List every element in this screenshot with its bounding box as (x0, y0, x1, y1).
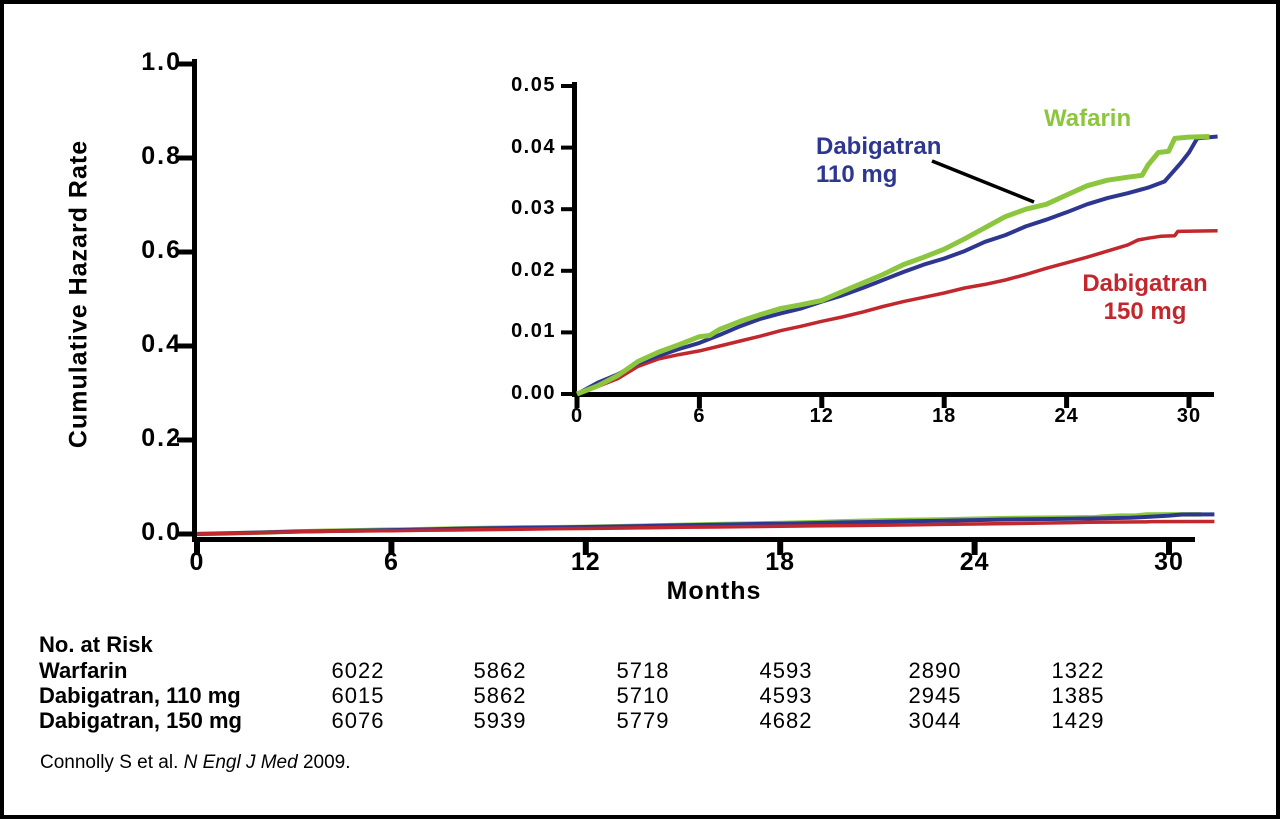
main-y-tick-label: 0.8 (141, 142, 182, 170)
risk-row-dabigatran-110: Dabigatran, 110 mg 6015 5862 5710 4593 2… (4, 683, 1276, 709)
callout-line (931, 159, 1035, 204)
risk-row-label: Warfarin (39, 658, 128, 683)
risk-value: 2945 (908, 683, 962, 708)
citation-year: 2009. (297, 752, 351, 773)
inset-curve-1 (576, 134, 1218, 396)
series-label-text: 150 mg (1103, 298, 1187, 325)
series-label-text: 110 mg (816, 161, 898, 188)
axes-lines (177, 59, 1214, 555)
risk-row-label: Dabigatran, 110 mg (39, 683, 241, 708)
main-y-tick-label: 0.0 (141, 518, 182, 546)
series-label-dabigatran-150: Dabigatran 150 mg (1058, 270, 1232, 326)
main-x-tick-label: 18 (765, 548, 796, 576)
series-label-text: Wafarin (1044, 105, 1132, 132)
risk-value: 4593 (759, 683, 813, 708)
risk-value: 6022 (331, 658, 385, 683)
risk-value: 5862 (473, 683, 527, 708)
risk-value: 5939 (473, 708, 527, 733)
main-x-tick-label: 6 (383, 548, 399, 576)
risk-value: 1429 (1051, 708, 1105, 733)
risk-value: 5710 (616, 683, 670, 708)
series-label-text: Dabigatran (1082, 270, 1208, 297)
risk-value: 6015 (331, 683, 385, 708)
inset-plot-curves (576, 134, 1218, 397)
main-x-tick-label: 30 (1154, 548, 1184, 576)
risk-value: 2890 (908, 658, 962, 683)
inset-y-tick-label: 0.00 (511, 382, 556, 404)
main-x-tick-label: 0 (189, 548, 205, 576)
tick-labels-layer: 1.0 0.8 0.6 0.4 0.2 0.0 0 6 12 18 24 30 0.05 0.04 0.03… (4, 4, 1276, 815)
chart-canvas (177, 59, 1218, 555)
series-label-text: Dabigatran (816, 133, 942, 160)
main-x-tick-label: 24 (959, 548, 990, 576)
main-y-tick-label: 0.6 (141, 236, 182, 264)
citation-authors: Connolly S et al. (40, 752, 184, 773)
inset-x-tick-label: 18 (932, 405, 957, 427)
risk-row-label: Dabigatran, 150 mg (39, 708, 242, 733)
inset-y-tick-label: 0.03 (511, 197, 556, 220)
citation: Connolly S et al. N Engl J Med 2009. (40, 752, 351, 774)
risk-value: 4593 (759, 658, 813, 683)
citation-journal: N Engl J Med (183, 752, 298, 773)
inset-x-tick-label: 24 (1054, 405, 1079, 427)
inset-y-tick-label: 0.04 (511, 135, 556, 158)
risk-value: 4682 (759, 708, 813, 733)
main-y-tick-label: 0.4 (141, 330, 182, 358)
risk-row-dabigatran-150: Dabigatran, 150 mg 6076 5939 5779 4682 3… (4, 708, 1276, 734)
y-axis-title: Cumulative Hazard Rate (64, 139, 93, 449)
risk-value: 1385 (1051, 683, 1105, 708)
main-curve-2 (196, 519, 1215, 536)
inset-y-tick-label: 0.02 (511, 258, 556, 281)
inset-curve-0 (576, 134, 1210, 397)
inset-x-tick-label: 0 (570, 405, 584, 427)
series-label-warfarin: Wafarin (1044, 105, 1131, 133)
x-axis-title: Months (666, 577, 762, 605)
inset-curve-2 (576, 229, 1218, 396)
risk-row-warfarin: Warfarin 6022 5862 5718 4593 2890 1322 (4, 658, 1276, 684)
main-y-tick-label: 0.2 (141, 424, 182, 452)
inset-x-tick-label: 12 (809, 405, 834, 427)
inset-x-tick-label: 6 (693, 405, 706, 427)
series-label-dabigatran-110: Dabigatran 110 mg (816, 133, 941, 189)
risk-value: 5862 (473, 658, 527, 683)
risk-value: 5718 (616, 658, 670, 683)
risk-value: 3044 (908, 708, 962, 733)
inset-y-tick-label: 0.05 (511, 74, 556, 96)
risk-value: 5779 (616, 708, 670, 733)
main-plot-curves (196, 512, 1215, 537)
main-x-tick-label: 12 (570, 548, 601, 576)
main-y-tick-label: 1.0 (141, 48, 182, 76)
inset-y-tick-label: 0.01 (511, 320, 556, 343)
no-at-risk-title: No. at Risk (39, 632, 153, 657)
inset-x-tick-label: 30 (1176, 405, 1202, 427)
risk-value: 1322 (1051, 658, 1105, 683)
risk-value: 6076 (331, 708, 385, 733)
